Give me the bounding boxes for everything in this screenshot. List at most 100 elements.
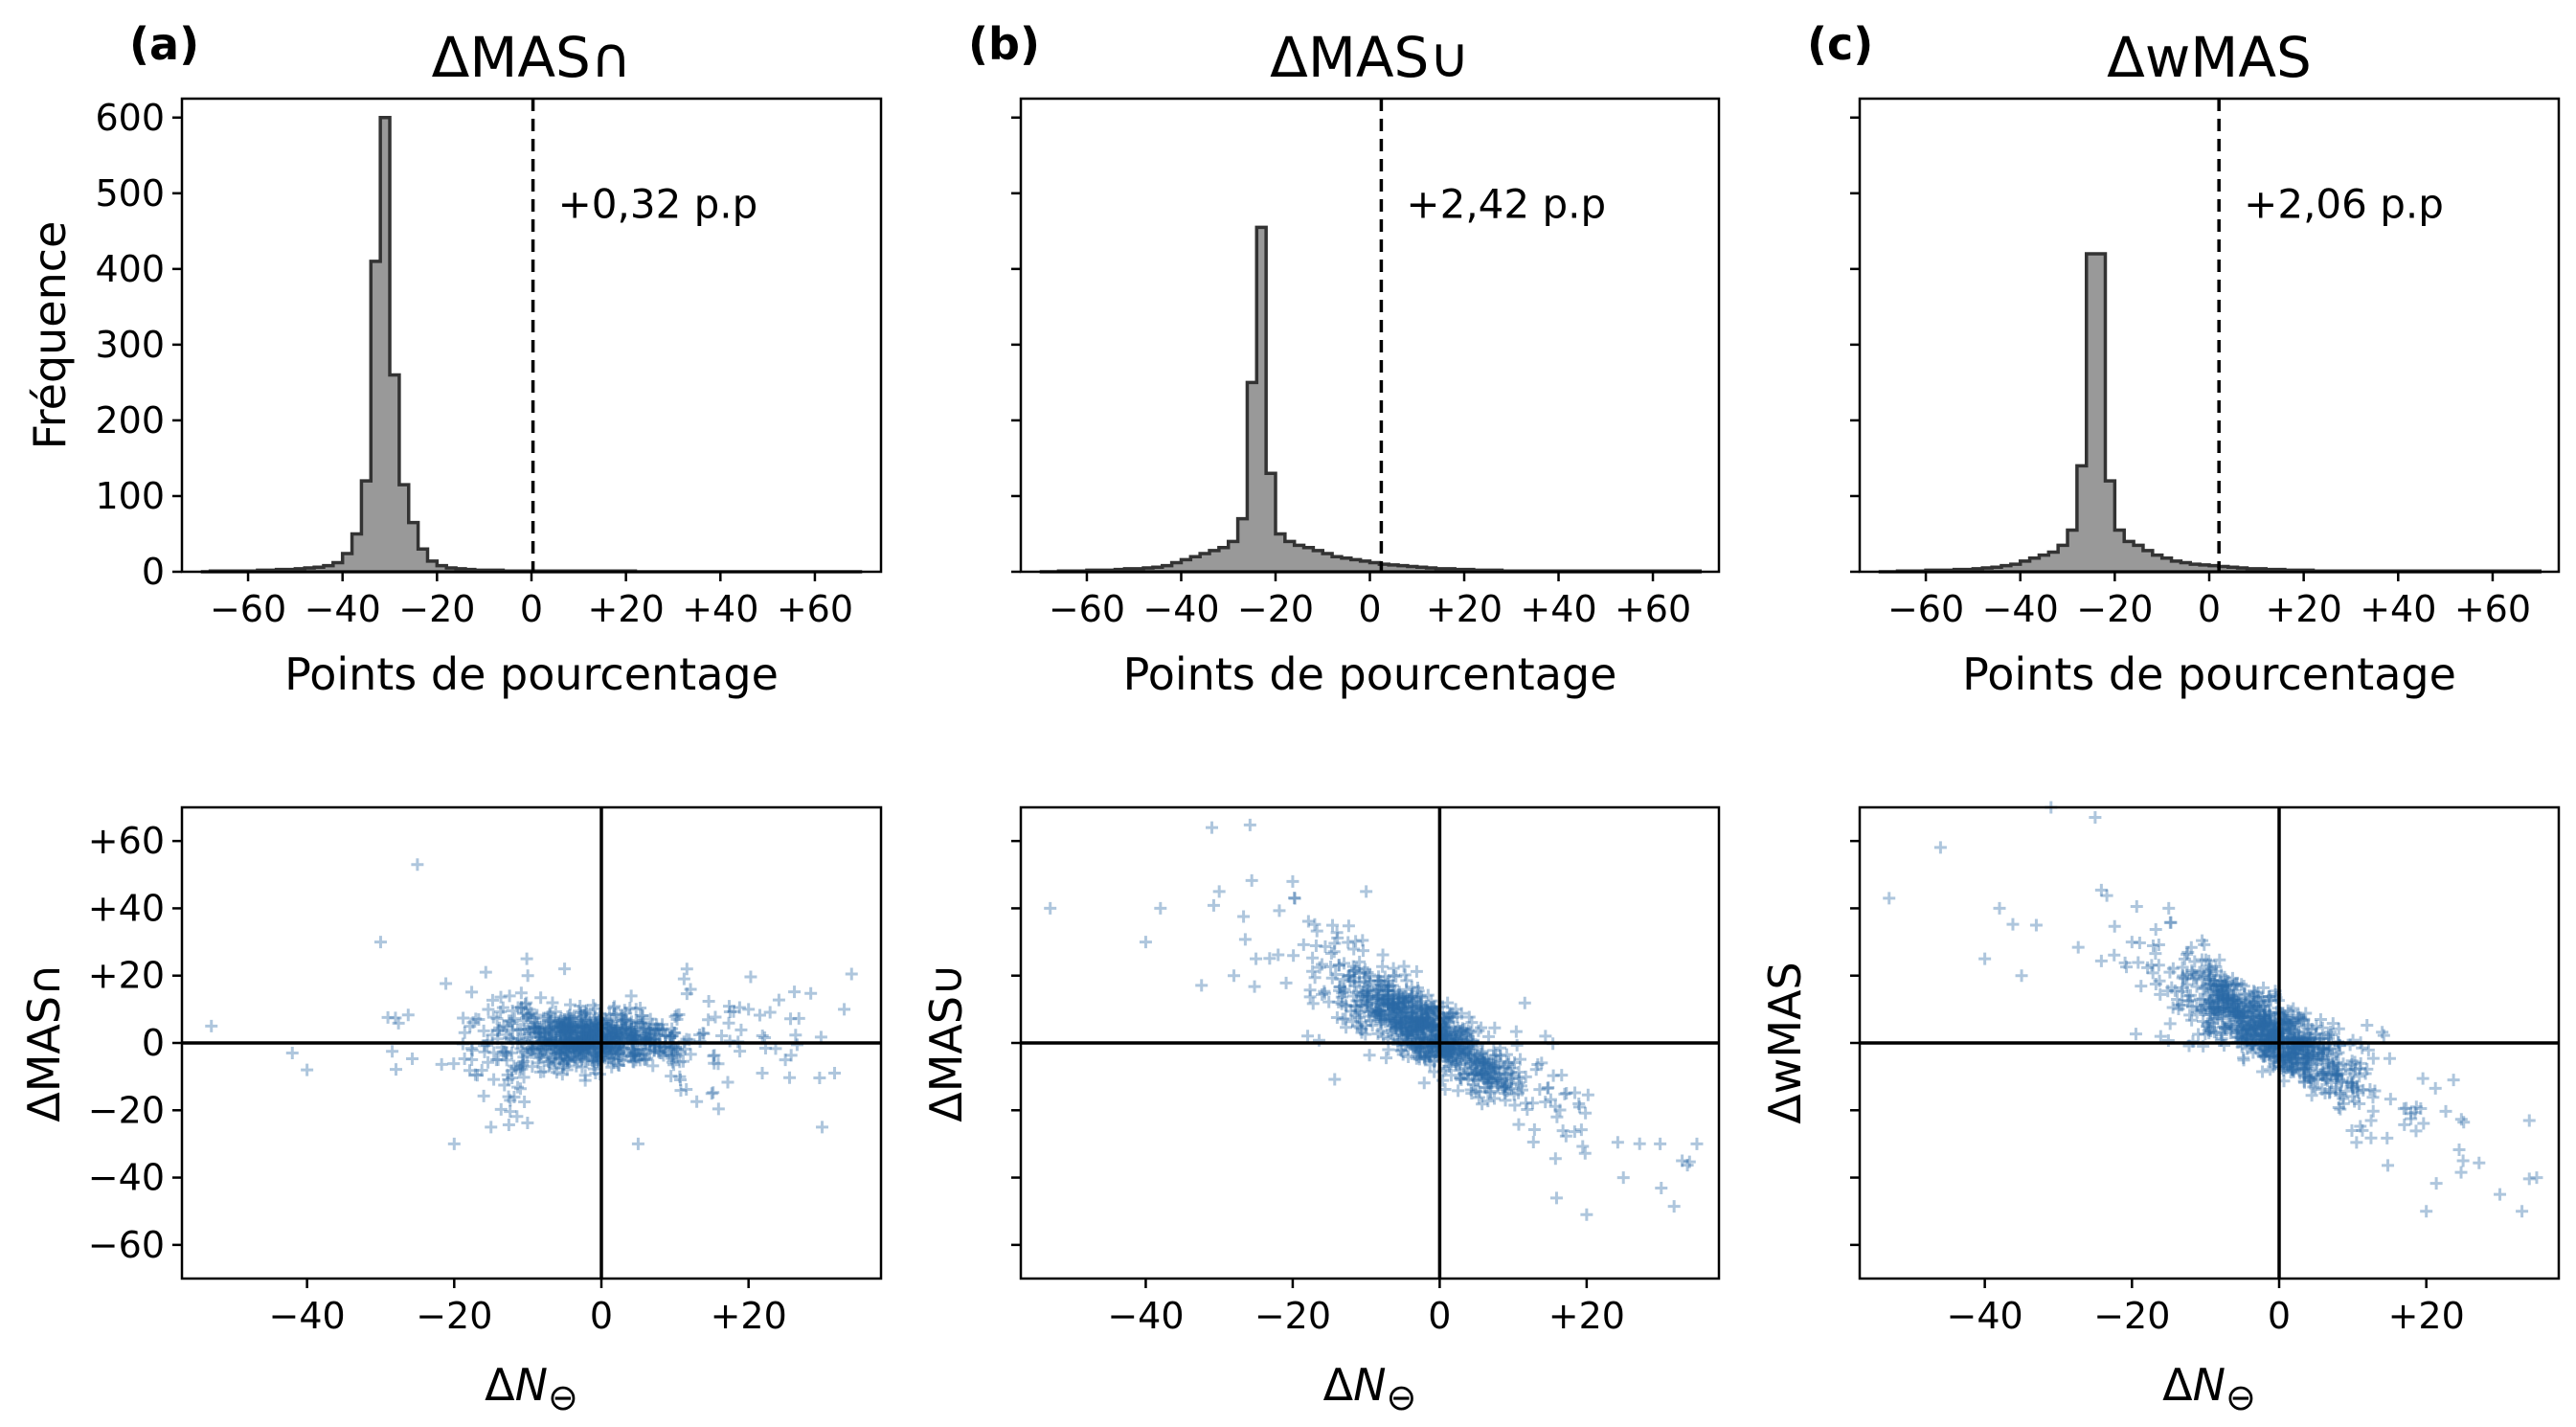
scatter-point [1459,1030,1473,1043]
scatter-point [610,1021,623,1034]
scatter-point [1332,995,1345,1008]
scatter-point [559,1022,573,1035]
scatter-point [1375,1024,1389,1037]
scatter-point [828,1067,842,1080]
scatter-point [1419,1011,1433,1025]
scatter-point [2163,916,2177,929]
y-tick-label: +20 [88,955,165,997]
scatter-point [1381,1013,1394,1027]
scatter-point [1396,991,1410,1005]
scatter-point [1576,1140,1590,1153]
scatter-point [587,1022,600,1035]
scatter-point [465,1053,479,1066]
mean-annotation: +0,32 p.p [558,181,758,228]
scatter-point [1392,991,1406,1005]
scatter-point [513,1060,527,1074]
scatter-point [1456,1048,1469,1061]
scatter-point [1453,1043,1466,1056]
scatter-point [515,1056,529,1070]
scatter-point [1384,1010,1397,1024]
scatter-point [579,1028,593,1041]
scatter-point [554,1039,568,1053]
scatter-point [1533,1083,1547,1097]
scatter-point [629,1013,643,1027]
scatter-point [517,1054,531,1068]
scatter-point [584,1030,598,1043]
scatter-point [1345,1015,1359,1029]
scatter-point [1468,1074,1481,1087]
scatter-point [631,1016,644,1030]
scatter-point [670,1048,684,1061]
scatter-point [458,1052,471,1065]
scatter-point [508,1059,521,1073]
scatter-point [1353,955,1367,968]
scatter-point [463,1064,476,1077]
scatter-point [504,1094,517,1107]
scatter-point [525,1046,538,1059]
panel-label: (b) [968,18,1040,70]
scatter-point [625,1020,639,1033]
scatter-point [539,1043,553,1056]
scatter-point [1464,1083,1478,1097]
scatter-point [1529,1063,1543,1076]
scatter-point [557,1020,571,1033]
scatter-point [1355,1026,1368,1039]
scatter-point [1361,993,1374,1007]
scatter-point [603,1008,617,1021]
scatter-point [556,1020,570,1033]
scatter-point [1389,984,1402,997]
scatter-point [505,1014,518,1028]
scatter-point [1390,1015,1403,1029]
scatter-point [547,1052,560,1065]
scatter-point [2381,1131,2394,1144]
scatter-point [505,1064,518,1077]
y-tick-label: 300 [95,324,165,366]
scatter-point [624,1023,638,1036]
scatter-point [566,1022,579,1035]
scatter-point [1369,983,1383,996]
scatter-point [505,1046,518,1059]
scatter-point [1387,1003,1400,1016]
scatter-point [1485,1064,1499,1077]
scatter-point [555,1068,569,1081]
scatter-point [1468,1066,1481,1079]
scatter-point [1480,1059,1493,1073]
scatter-point [487,1046,501,1059]
scatter-point [521,1117,534,1130]
scatter-point [1439,1023,1453,1036]
scatter-point [606,1029,620,1042]
scatter-point [528,1022,541,1035]
scatter-point [381,1010,395,1024]
x-axis-label: ΔN⊖ [1323,1359,1417,1418]
scatter-point [655,1047,668,1060]
scatter-point [639,1053,652,1067]
scatter-point [554,1027,567,1040]
scatter-point [557,1057,571,1071]
scatter-point [392,1016,405,1030]
scatter-point [1481,1070,1495,1083]
scatter-point [543,1058,556,1072]
scatter-point [618,1004,631,1017]
scatter-point [548,1016,561,1030]
scatter-point [597,1017,610,1031]
scatter-point [1405,1030,1418,1043]
scatter-point [607,1008,621,1021]
scatter-point [1419,1053,1433,1066]
scatter-point [636,1009,649,1023]
scatter-point [554,1011,568,1025]
scatter-point [1443,1059,1457,1073]
scatter-point [538,1027,552,1040]
scatter-point [1512,1072,1525,1085]
scatter-point [1413,1028,1427,1041]
scatter-point [607,1056,621,1070]
scatter-point [1420,1005,1434,1018]
scatter-point [576,1047,589,1060]
scatter-point [621,1026,635,1039]
scatter-point [521,969,534,983]
scatter-point [1228,969,1241,983]
scatter-point [1667,1200,1681,1213]
scatter-point [1558,1087,1571,1100]
scatter-panel-c [1850,801,2561,1288]
scatter-point [1394,1009,1408,1023]
scatter-point [506,1071,519,1084]
